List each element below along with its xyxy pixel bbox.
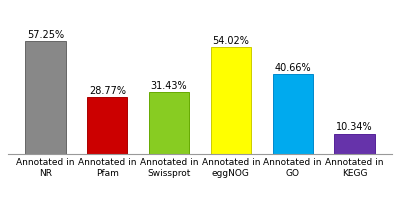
Text: 40.66%: 40.66% [274,62,311,73]
Text: 57.25%: 57.25% [27,30,64,40]
Bar [272,74,313,154]
Text: 10.34%: 10.34% [336,122,373,132]
Bar [211,47,251,154]
Bar [87,97,128,154]
Text: 54.02%: 54.02% [212,36,249,46]
Bar [149,92,189,154]
Bar [26,41,66,154]
Text: 31.43%: 31.43% [151,81,188,91]
Text: 28.77%: 28.77% [89,86,126,96]
Bar [334,134,374,154]
